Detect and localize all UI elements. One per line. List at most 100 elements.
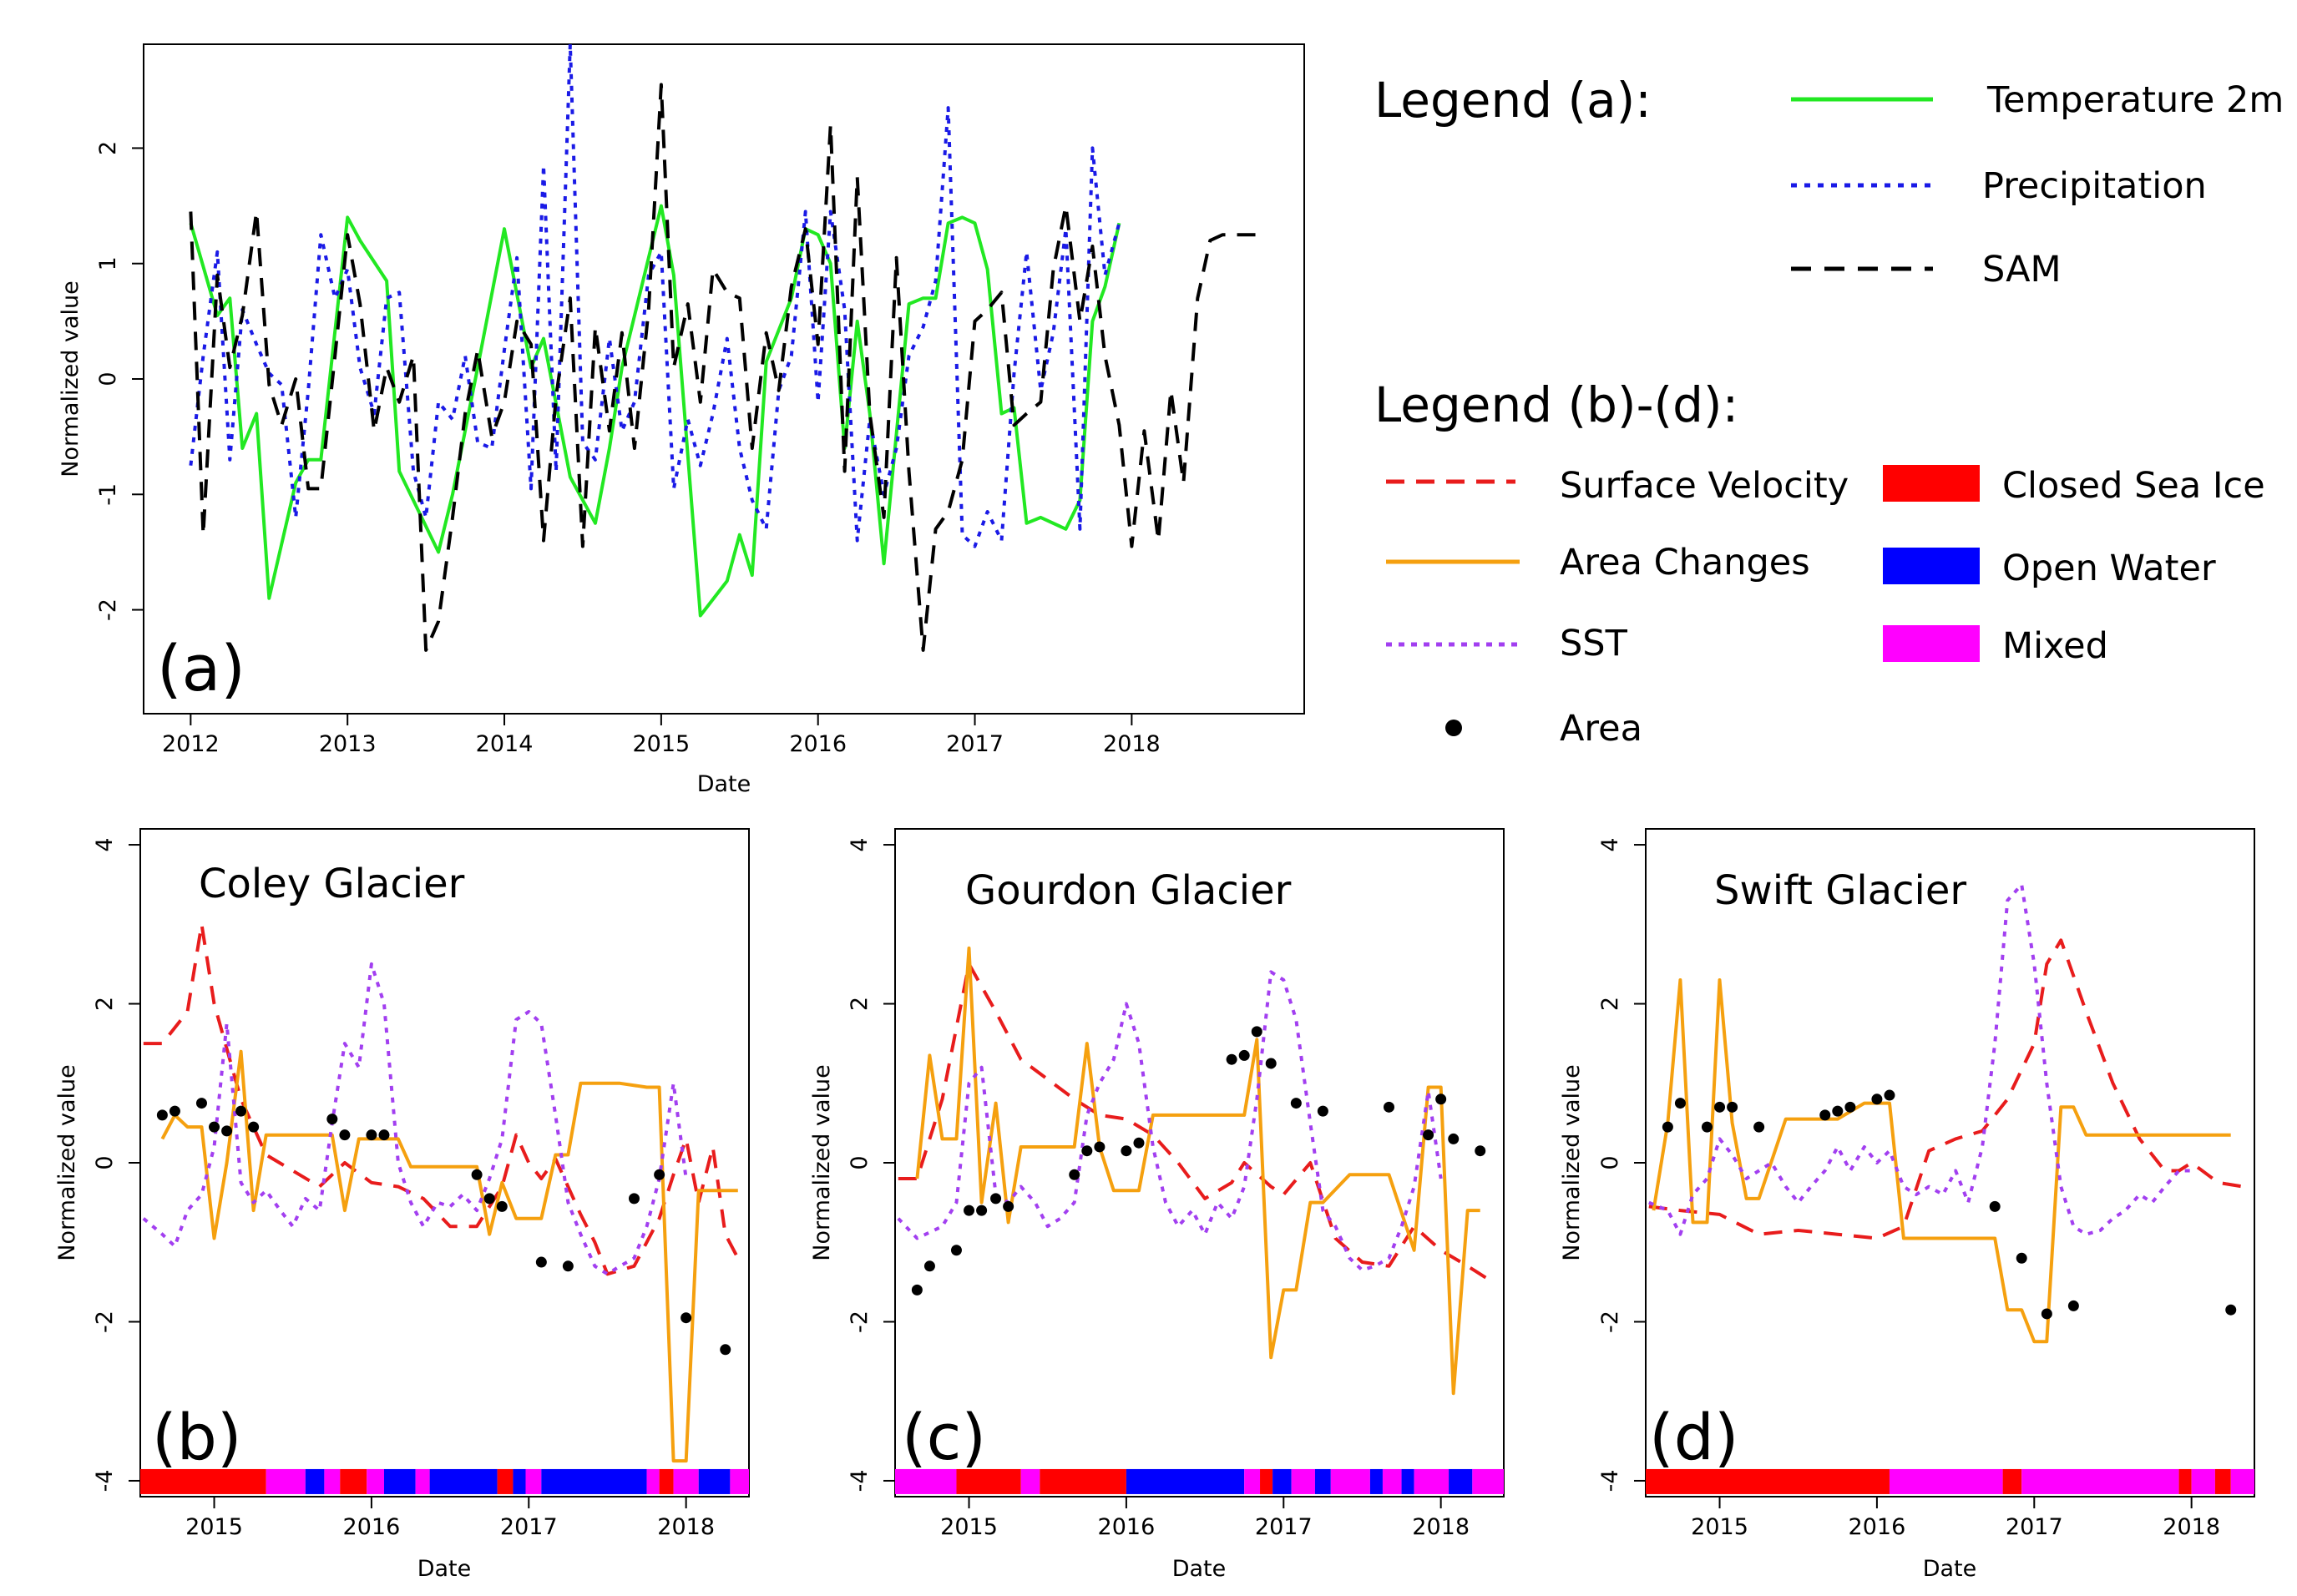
data-point-area (1674, 1098, 1686, 1109)
series-group (897, 946, 1494, 1396)
y-tick-label: 4 (1597, 837, 1623, 851)
y-tick-label: 0 (1597, 1155, 1623, 1169)
data-point-area (1121, 1145, 1132, 1157)
data-point-area (1290, 1098, 1302, 1109)
x-tick-label: 2017 (1255, 1514, 1313, 1540)
x-tick-label: 2015 (185, 1514, 243, 1540)
legend-label-area: Area (1560, 708, 1642, 750)
data-point-area (1844, 1101, 1856, 1113)
y-tick-label: 1 (95, 256, 121, 270)
data-point-area (562, 1260, 574, 1272)
sea-ice-segment-mixed (525, 1468, 542, 1494)
sea-ice-segment-closed-sea-ice (2178, 1468, 2192, 1494)
series-group (142, 922, 740, 1463)
series-line-area-changes (1652, 978, 2231, 1344)
legend-label-mixed: Mixed (2002, 625, 2108, 667)
data-point-area (221, 1125, 233, 1137)
sea-ice-segment-closed-sea-ice (2002, 1468, 2022, 1494)
data-point-area (911, 1284, 923, 1295)
y-tick-label: 4 (92, 837, 118, 851)
sea-ice-segment-mixed (367, 1468, 384, 1494)
y-tick-label: -4 (847, 1469, 873, 1492)
data-point-area (339, 1129, 351, 1141)
data-point-area (1753, 1121, 1765, 1133)
glacier-title: Swift Glacier (1714, 867, 1966, 914)
series-line-precipitation (189, 43, 1121, 548)
y-tick-label: -1 (95, 483, 121, 506)
data-point-area (496, 1200, 508, 1212)
series-line-temperature-2m (189, 204, 1121, 618)
panel-letter-b: (b) (152, 1400, 242, 1474)
data-point-area (1989, 1200, 2001, 1212)
series-line-sst (1648, 882, 2192, 1236)
axes: 2015 2016 2017 2018 -4 -2 0 2 4 (1597, 837, 2220, 1540)
data-point-area (326, 1114, 338, 1125)
x-tick-label: 2018 (657, 1514, 715, 1540)
y-tick-label: -2 (92, 1311, 118, 1333)
data-point-area (378, 1129, 390, 1141)
data-point-area (1069, 1169, 1080, 1180)
sea-ice-bar (140, 1468, 749, 1494)
x-tick-label: 2012 (162, 731, 220, 757)
y-tick-label: 2 (1597, 997, 1623, 1011)
data-point-area (1383, 1101, 1394, 1113)
sea-ice-segment-closed-sea-ice (340, 1468, 367, 1494)
x-tick-label: 2016 (789, 731, 847, 757)
y-tick-label: 0 (847, 1155, 873, 1169)
legend-swatch-open-water (1883, 548, 1980, 584)
data-point-area (1094, 1141, 1105, 1153)
data-point-area (1871, 1093, 1883, 1105)
x-tick-label: 2015 (940, 1514, 998, 1540)
sea-ice-segment-mixed (895, 1468, 957, 1494)
plot-frame (139, 828, 750, 1498)
x-tick-label: 2018 (2163, 1514, 2220, 1540)
data-point-area (2225, 1304, 2237, 1316)
y-axis-label: Normalized value (54, 1064, 80, 1260)
sea-ice-segment-mixed (1414, 1468, 1450, 1494)
glacier-title: Coley Glacier (199, 861, 465, 907)
series-line-area-changes (915, 946, 1480, 1396)
data-point-area (2016, 1252, 2027, 1264)
y-axis-label: Normalized value (1559, 1064, 1585, 1260)
data-point-area (1265, 1058, 1277, 1069)
y-tick-label: -2 (95, 598, 121, 621)
sea-ice-segment-open-water (305, 1468, 325, 1494)
axes: 2012 2013 2014 2015 2016 2017 2018 -2 -1 0 1 2 (95, 141, 1161, 757)
x-tick-label: 2014 (476, 731, 534, 757)
data-point-area (1701, 1121, 1713, 1133)
sea-ice-segment-closed-sea-ice (1040, 1468, 1126, 1494)
data-point-area (950, 1245, 962, 1256)
x-tick-label: 2017 (2006, 1514, 2063, 1540)
axes: 2015 2016 2017 2018 -4 -2 0 2 4 (847, 837, 1470, 1540)
legend-bd-title: Legend (b)-(d): (1374, 376, 1738, 433)
axes: 2015 2016 2017 2018 -4 -2 0 2 4 (92, 837, 715, 1540)
x-tick-label: 2017 (500, 1514, 558, 1540)
sea-ice-segment-open-water (698, 1468, 731, 1494)
y-tick-label: -4 (92, 1469, 118, 1492)
series-line-sst (897, 970, 1443, 1272)
data-point-area (1317, 1105, 1328, 1117)
data-point-area (1423, 1129, 1434, 1141)
data-point-area (1435, 1093, 1447, 1105)
data-point-area (1251, 1026, 1262, 1038)
y-tick-label: 0 (92, 1155, 118, 1169)
data-point-area (1714, 1101, 1726, 1113)
sea-ice-segment-mixed (1330, 1468, 1370, 1494)
x-tick-label: 2015 (633, 731, 691, 757)
x-axis-label: Date (1923, 1556, 1977, 1582)
sea-ice-segment-closed-sea-ice (1646, 1468, 1890, 1494)
sea-ice-segment-closed-sea-ice (1260, 1468, 1273, 1494)
data-point-area (235, 1105, 247, 1117)
data-point-area (366, 1129, 377, 1141)
panel-letter-d: (d) (1649, 1400, 1739, 1474)
y-tick-label: 0 (95, 371, 121, 386)
data-point-area (1003, 1200, 1014, 1212)
data-point-area (1884, 1089, 1895, 1101)
y-tick-label: 2 (92, 997, 118, 1011)
legend-label-open-water: Open Water (2002, 548, 2216, 589)
sea-ice-segment-closed-sea-ice (497, 1468, 514, 1494)
panel-letter-a: (a) (157, 631, 245, 705)
